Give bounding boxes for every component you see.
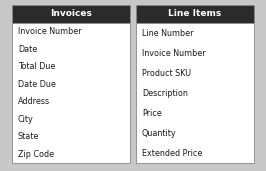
Bar [136, 23, 254, 163]
Text: State: State [18, 132, 39, 141]
Bar [12, 23, 130, 163]
Text: Quantity: Quantity [142, 128, 177, 137]
Text: Line Items: Line Items [168, 10, 222, 18]
Text: Invoice Number: Invoice Number [142, 49, 206, 57]
Text: Product SKU: Product SKU [142, 69, 191, 77]
Text: Invoices: Invoices [50, 10, 92, 18]
Bar [136, 5, 254, 23]
Text: Total Due: Total Due [18, 62, 55, 71]
Text: Line Number: Line Number [142, 29, 193, 37]
Text: Date Due: Date Due [18, 80, 56, 89]
Text: Extended Price: Extended Price [142, 148, 202, 157]
Text: Date: Date [18, 45, 37, 54]
Text: Description: Description [142, 89, 188, 97]
Bar [12, 5, 130, 23]
Text: City: City [18, 115, 34, 124]
Text: Price: Price [142, 109, 162, 117]
Text: Zip Code: Zip Code [18, 150, 54, 159]
Text: Address: Address [18, 97, 50, 106]
Text: Invoice Number: Invoice Number [18, 27, 82, 36]
